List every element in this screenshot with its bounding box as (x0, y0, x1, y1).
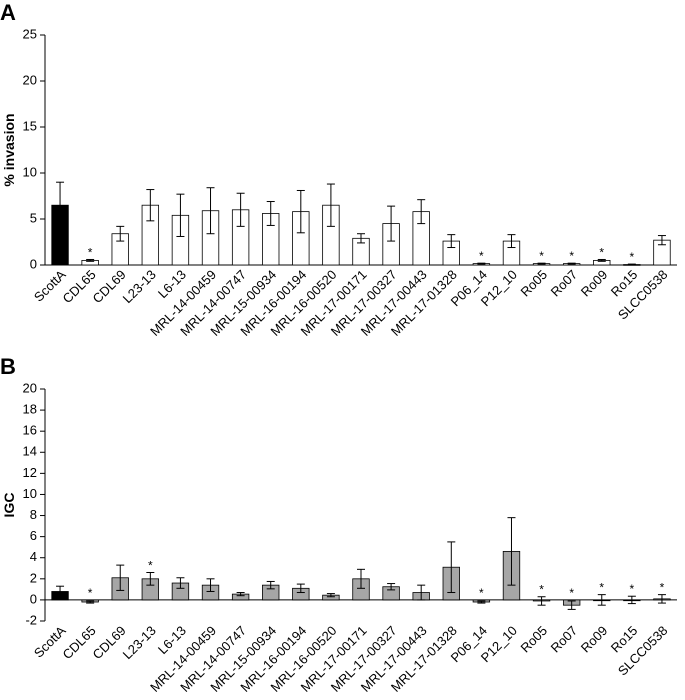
significance-mark: * (539, 583, 544, 597)
y-tick-label: 15 (23, 118, 37, 133)
y-tick-label: 12 (23, 465, 37, 480)
significance-mark: * (630, 582, 635, 596)
significance-mark: * (660, 581, 665, 595)
y-tick-label: 0 (30, 256, 37, 271)
y-tick-label: 25 (23, 26, 37, 41)
significance-mark: * (539, 249, 544, 263)
x-tick-label: L23-13 (120, 623, 159, 662)
x-tick-label: CDL69 (90, 267, 129, 306)
x-tick-label: Ro09 (578, 623, 611, 656)
significance-mark: * (599, 581, 604, 595)
significance-mark: * (148, 558, 153, 572)
y-tick-label: 18 (23, 402, 37, 417)
y-tick-label: 2 (30, 570, 37, 585)
x-tick-label: Ro05 (518, 267, 551, 300)
x-tick-label: Ro05 (518, 623, 551, 656)
y-tick-label: 0 (30, 591, 37, 606)
y-tick-label: 10 (23, 486, 37, 501)
y-axis-label: IGC (1, 493, 17, 518)
y-tick-label: 5 (30, 210, 37, 225)
y-tick-label: 10 (23, 164, 37, 179)
y-tick-label: 8 (30, 507, 37, 522)
significance-mark: * (479, 249, 484, 263)
significance-mark: * (569, 249, 574, 263)
significance-mark: * (88, 245, 93, 259)
x-tick-label: Ro07 (548, 267, 581, 300)
significance-mark: * (88, 586, 93, 600)
x-tick-label: CDL65 (59, 623, 98, 662)
x-tick-label: Ro09 (578, 267, 611, 300)
y-tick-label: 4 (30, 549, 37, 564)
x-tick-label: Ro07 (548, 623, 581, 656)
y-tick-label: 6 (30, 528, 37, 543)
y-tick-label: 20 (23, 380, 37, 395)
x-tick-label: L23-13 (120, 267, 159, 306)
y-tick-label: 20 (23, 72, 37, 87)
significance-mark: * (569, 586, 574, 600)
panel-letter: A (0, 0, 16, 25)
panel-letter: B (0, 354, 16, 379)
x-tick-label: CDL69 (90, 623, 129, 662)
y-axis-label: % invasion (1, 113, 17, 186)
y-tick-label: 14 (23, 444, 37, 459)
y-tick-label: 16 (23, 423, 37, 438)
x-tick-label: CDL65 (59, 267, 98, 306)
y-tick-label: -2 (25, 612, 37, 627)
significance-mark: * (479, 586, 484, 600)
significance-mark: * (599, 245, 604, 259)
significance-mark: * (630, 250, 635, 264)
